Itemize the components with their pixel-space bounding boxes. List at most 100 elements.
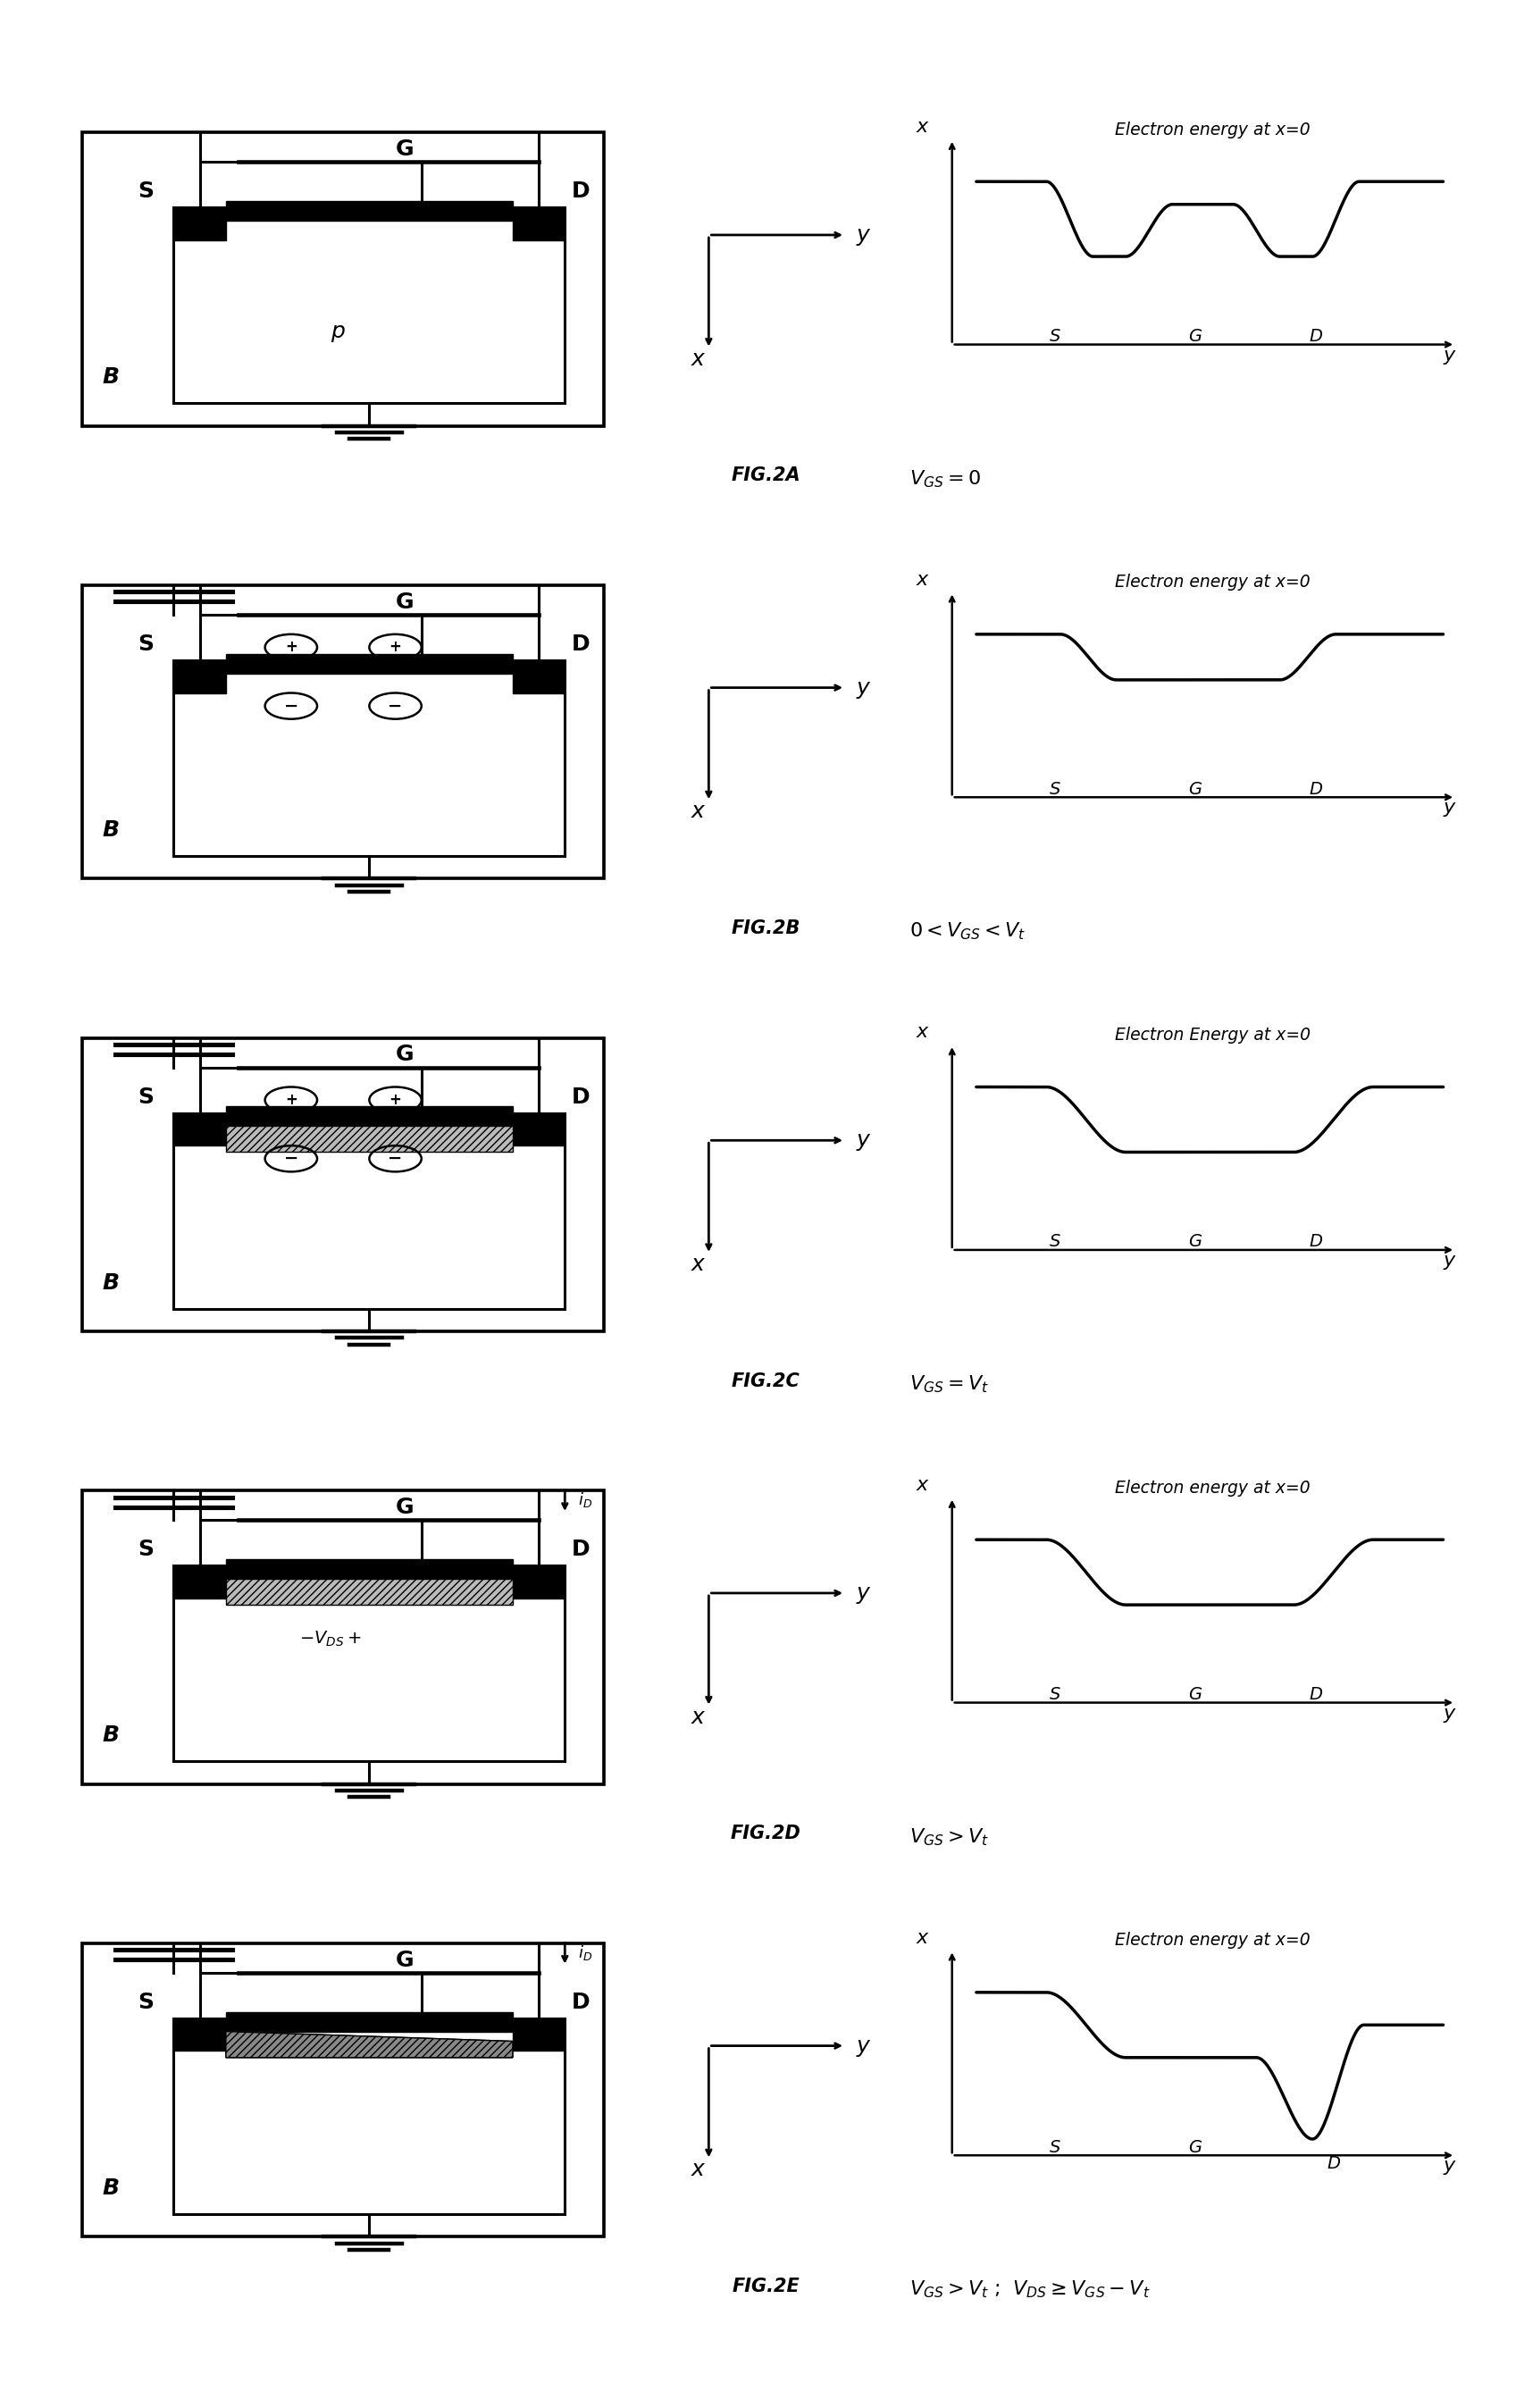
- Text: D: D: [1328, 2155, 1340, 2172]
- Text: B: B: [102, 366, 118, 388]
- Text: $V_{GS} = V_t$: $V_{GS} = V_t$: [910, 1373, 988, 1394]
- Text: $V_{GS}=0$: $V_{GS}=0$: [910, 467, 981, 489]
- Text: y: y: [857, 1582, 870, 1604]
- Text: y: y: [857, 1129, 870, 1151]
- Text: D: D: [572, 181, 590, 202]
- Text: +: +: [390, 1091, 402, 1108]
- Text: FIG.2A: FIG.2A: [731, 467, 800, 484]
- Text: D: D: [572, 1991, 590, 2013]
- Bar: [174, 2018, 226, 2052]
- Bar: [82, 1943, 603, 2237]
- Text: y: y: [857, 2035, 870, 2056]
- Text: FIG.2E: FIG.2E: [732, 2278, 799, 2295]
- Bar: [174, 1565, 565, 1760]
- Text: D: D: [1310, 327, 1322, 344]
- Text: S: S: [1049, 1233, 1061, 1250]
- Text: $V_{GS} > V_t$ ;  $V_{DS} \geq V_{GS}-V_t$: $V_{GS} > V_t$ ; $V_{DS} \geq V_{GS}-V_t…: [910, 2278, 1151, 2300]
- Text: y: y: [857, 224, 870, 246]
- Text: +: +: [390, 638, 402, 655]
- Text: −: −: [388, 1151, 403, 1168]
- Bar: [512, 1112, 565, 1146]
- Bar: [82, 585, 603, 879]
- Text: G: G: [396, 592, 414, 612]
- Text: S: S: [138, 633, 155, 655]
- Bar: [82, 1038, 603, 1332]
- Text: y: y: [1443, 2158, 1455, 2174]
- Text: D: D: [1310, 1686, 1322, 1702]
- Text: G: G: [396, 1498, 414, 1517]
- Text: x: x: [691, 349, 703, 368]
- Text: $V_{GS} > V_t$: $V_{GS} > V_t$: [910, 1825, 988, 1847]
- Text: Electron energy at x=0: Electron energy at x=0: [1116, 573, 1310, 590]
- Text: +: +: [285, 638, 297, 655]
- Text: x: x: [691, 2160, 703, 2179]
- Text: Electron energy at x=0: Electron energy at x=0: [1116, 1931, 1310, 1948]
- Bar: [82, 1491, 603, 1784]
- Text: y: y: [857, 677, 870, 698]
- Text: S: S: [138, 1991, 155, 2013]
- Text: G: G: [1189, 2138, 1201, 2155]
- Text: $0 < V_{GS}< V_t$: $0 < V_{GS}< V_t$: [910, 920, 1026, 942]
- Text: B: B: [102, 2177, 118, 2199]
- Bar: [174, 207, 565, 402]
- Text: S: S: [1049, 780, 1061, 797]
- Text: x: x: [691, 1707, 703, 1727]
- Text: x: x: [916, 1929, 928, 1946]
- Bar: [512, 207, 565, 241]
- Text: B: B: [102, 819, 118, 840]
- Text: G: G: [1189, 1686, 1201, 1702]
- Text: x: x: [916, 1023, 928, 1040]
- Text: y: y: [1443, 347, 1455, 364]
- Bar: [226, 202, 512, 222]
- Text: Electron energy at x=0: Electron energy at x=0: [1116, 1479, 1310, 1495]
- Text: S: S: [138, 1086, 155, 1108]
- Bar: [512, 2018, 565, 2052]
- Bar: [226, 1560, 512, 1580]
- Text: D: D: [572, 1539, 590, 1560]
- Text: −: −: [283, 1151, 299, 1168]
- Bar: [512, 660, 565, 694]
- Text: −: −: [388, 698, 403, 715]
- Polygon shape: [226, 2032, 512, 2056]
- Text: x: x: [916, 1476, 928, 1493]
- Text: G: G: [396, 1950, 414, 1970]
- Bar: [174, 660, 565, 855]
- Bar: [174, 2018, 565, 2213]
- Text: D: D: [572, 633, 590, 655]
- Polygon shape: [226, 2032, 512, 2056]
- Text: S: S: [1049, 2138, 1061, 2155]
- Bar: [174, 1112, 226, 1146]
- Text: Electron energy at x=0: Electron energy at x=0: [1116, 120, 1310, 137]
- Text: $i_D$: $i_D$: [578, 1943, 593, 1963]
- Text: y: y: [1443, 799, 1455, 816]
- Text: y: y: [1443, 1705, 1455, 1722]
- Text: x: x: [691, 802, 703, 821]
- Text: FIG.2D: FIG.2D: [731, 1825, 800, 1842]
- Text: G: G: [396, 140, 414, 159]
- Bar: [226, 1108, 512, 1127]
- Text: FIG.2C: FIG.2C: [731, 1373, 800, 1389]
- Text: x: x: [691, 1255, 703, 1274]
- Bar: [174, 1112, 565, 1308]
- Text: S: S: [1049, 327, 1061, 344]
- Text: G: G: [1189, 1233, 1201, 1250]
- Text: B: B: [102, 1724, 118, 1746]
- Text: B: B: [102, 1271, 118, 1293]
- Text: G: G: [1189, 780, 1201, 797]
- Text: $-V_{DS}+$: $-V_{DS}+$: [299, 1630, 361, 1649]
- Text: FIG.2B: FIG.2B: [731, 920, 800, 937]
- Text: S: S: [138, 181, 155, 202]
- Bar: [226, 1127, 512, 1151]
- Text: S: S: [138, 1539, 155, 1560]
- Bar: [82, 132, 603, 426]
- Text: x: x: [916, 571, 928, 588]
- Text: −: −: [283, 698, 299, 715]
- Text: D: D: [1310, 780, 1322, 797]
- Text: p: p: [330, 320, 344, 342]
- Bar: [226, 1580, 512, 1604]
- Text: x: x: [916, 118, 928, 135]
- Text: Electron Energy at x=0: Electron Energy at x=0: [1114, 1026, 1311, 1043]
- Bar: [226, 655, 512, 674]
- Bar: [226, 2013, 512, 2032]
- Bar: [174, 1565, 226, 1599]
